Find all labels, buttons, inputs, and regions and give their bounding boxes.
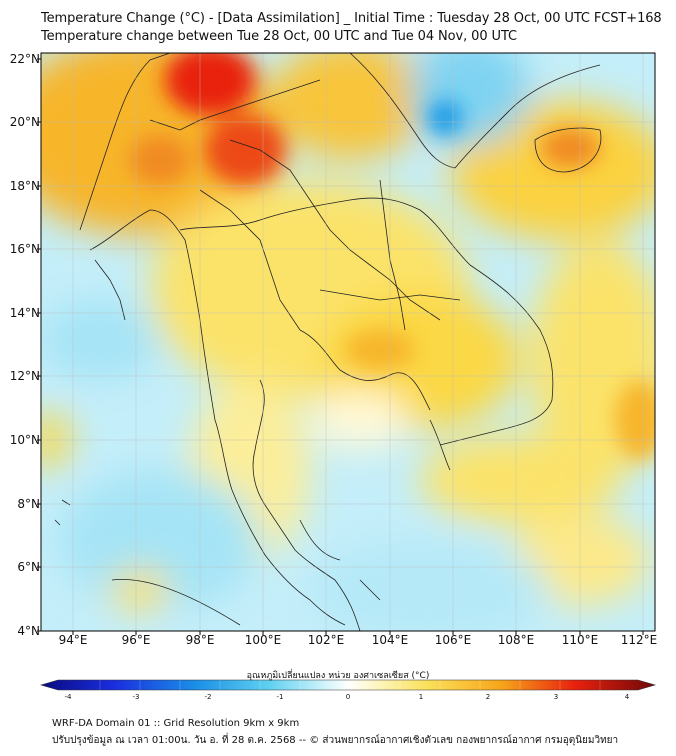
temperature-field [41, 53, 655, 631]
lon-label-106e: 106°E [434, 633, 472, 647]
colorbar-tick: -2 [204, 693, 212, 701]
lat-label-10n: 10°N [9, 433, 40, 447]
coastlines-and-borders [54, 53, 602, 631]
lon-label-94e: 94°E [58, 633, 88, 647]
map-subtitle: Temperature change between Tue 28 Oct, 0… [41, 29, 518, 44]
lon-label-110e: 110°E [561, 633, 599, 647]
footer-credit: ปรับปรุงข้อมูล ณ เวลา 01:00น. วัน อ. ที่… [52, 735, 619, 746]
lon-label-100e: 100°E [244, 633, 282, 647]
axis-ticks [37, 58, 644, 635]
map-title: Temperature Change (°C) - [Data Assimila… [41, 11, 662, 26]
colorbar-tick: 0 [345, 693, 351, 701]
colorbar-tick: 3 [553, 693, 559, 701]
lat-label-20n: 20°N [9, 115, 40, 129]
lat-label-16n: 16°N [9, 242, 40, 256]
colorbar-tick: -1 [276, 693, 284, 701]
lat-label-4n: 4°N [17, 624, 40, 638]
lon-label-108e: 108°E [497, 633, 535, 647]
lon-label-104e: 104°E [371, 633, 409, 647]
colorbar-tick: -3 [132, 693, 140, 701]
lon-label-96e: 96°E [121, 633, 151, 647]
grid-lines [41, 53, 655, 631]
footer-domain-info: WRF-DA Domain 01 :: Grid Resolution 9km … [52, 718, 300, 729]
colorbar-tick: 4 [624, 693, 630, 701]
lat-label-18n: 18°N [9, 179, 40, 193]
lat-label-14n: 14°N [9, 306, 40, 320]
colorbar [39, 679, 657, 691]
lon-label-98e: 98°E [185, 633, 215, 647]
lat-label-6n: 6°N [17, 560, 40, 574]
lat-label-8n: 8°N [17, 497, 40, 511]
lat-label-22n: 22°N [9, 52, 40, 66]
colorbar-tick: 2 [485, 693, 491, 701]
colorbar-tick: -4 [64, 693, 72, 701]
lon-label-102e: 102°E [307, 633, 345, 647]
colorbar-title: อุณหภูมิเปลี่ยนแปลง หน่วย องศาเซลเซียส (… [246, 671, 430, 681]
map-frame [40, 52, 656, 632]
colorbar-tick: 1 [418, 693, 424, 701]
lon-label-112e: 112°E [620, 633, 658, 647]
lat-label-12n: 12°N [9, 369, 40, 383]
